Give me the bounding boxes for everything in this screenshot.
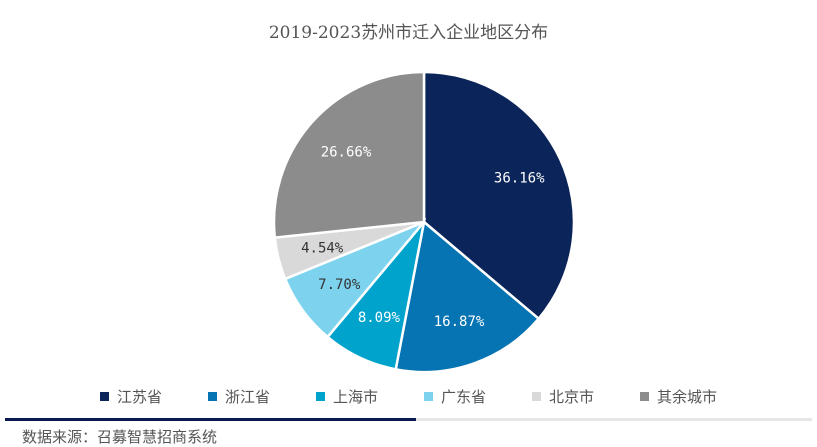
pie-slice-5 xyxy=(272,70,426,239)
legend-label: 上海市 xyxy=(332,388,378,406)
legend-label: 江苏省 xyxy=(116,388,162,406)
legend: 江苏省 浙江省 上海市 广东省 北京市 其余城市 xyxy=(0,386,817,407)
footer-bar-gray xyxy=(416,418,812,421)
legend-swatch xyxy=(640,392,650,401)
footer-bar-accent xyxy=(5,418,416,421)
legend-item-0: 江苏省 xyxy=(99,386,162,407)
legend-swatch xyxy=(99,392,109,401)
source-note: 数据来源：召募智慧招商系统 xyxy=(22,428,218,446)
legend-swatch xyxy=(424,392,433,401)
pie-slice-0 xyxy=(422,70,576,321)
data-label-5: 26.66% xyxy=(321,145,372,161)
legend-label: 北京市 xyxy=(549,388,595,406)
legend-item-3: 广东省 xyxy=(424,386,486,407)
data-label-4: 4.54% xyxy=(301,241,344,257)
legend-label: 浙江省 xyxy=(224,388,270,406)
data-label-1: 16.87% xyxy=(434,314,485,330)
legend-item-4: 北京市 xyxy=(532,386,594,407)
legend-item-2: 上海市 xyxy=(315,386,378,407)
data-label-2: 8.09% xyxy=(358,310,401,326)
legend-swatch xyxy=(315,392,325,401)
legend-item-5: 其余城市 xyxy=(640,386,717,407)
data-label-0: 36.16% xyxy=(494,171,545,187)
legend-swatch xyxy=(532,392,542,401)
legend-swatch xyxy=(207,392,217,401)
legend-label: 广东省 xyxy=(441,388,487,406)
pie-slice-1 xyxy=(394,219,541,374)
data-label-3: 7.70% xyxy=(318,277,361,293)
legend-item-1: 浙江省 xyxy=(207,386,270,407)
legend-label: 其余城市 xyxy=(657,388,718,406)
chart-title: 2019-2023苏州市迁入企业地区分布 xyxy=(268,23,549,43)
